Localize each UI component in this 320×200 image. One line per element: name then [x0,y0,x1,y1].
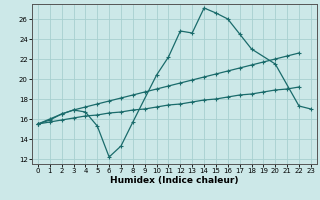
X-axis label: Humidex (Indice chaleur): Humidex (Indice chaleur) [110,176,239,185]
